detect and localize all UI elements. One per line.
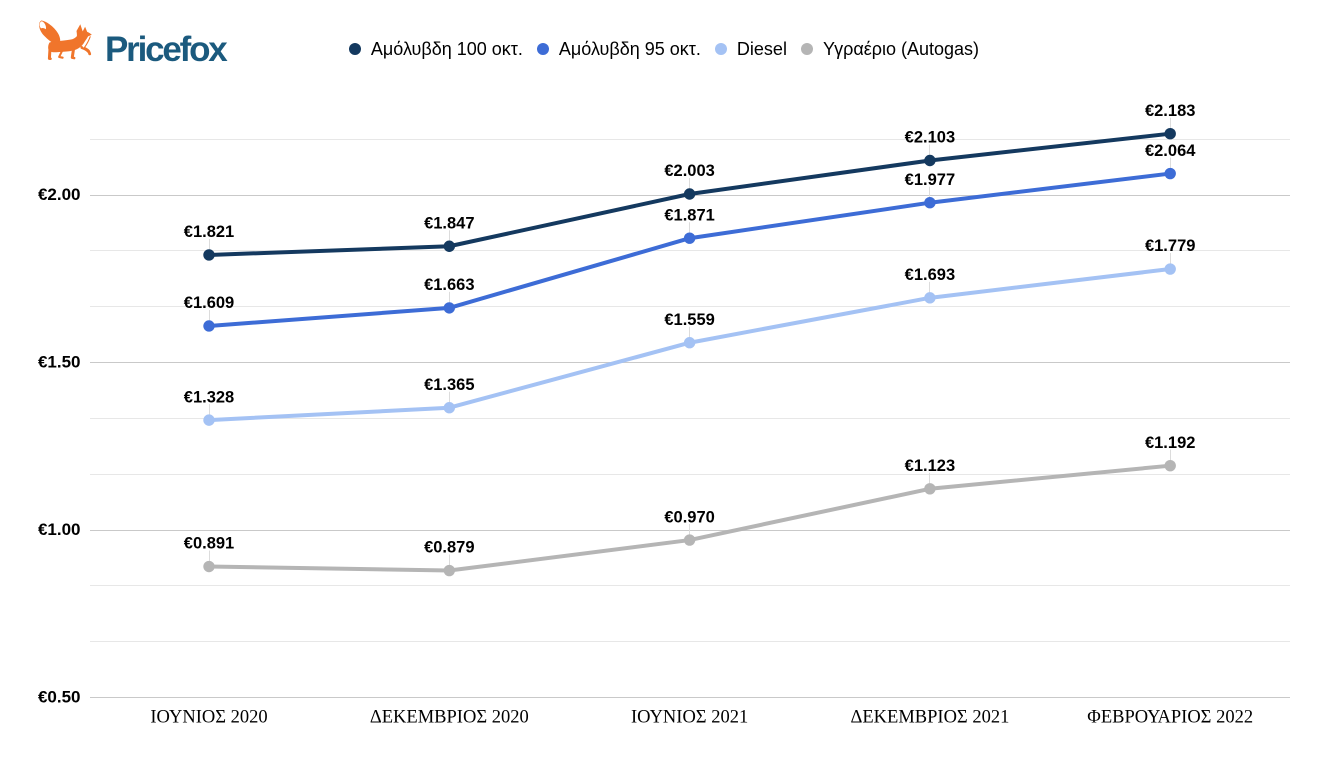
data-point bbox=[924, 154, 936, 167]
fox-icon bbox=[39, 20, 92, 60]
legend-dot bbox=[536, 42, 550, 56]
data-point bbox=[683, 534, 696, 546]
data-point bbox=[443, 240, 455, 252]
data-point-label: €1.328 bbox=[184, 388, 234, 406]
fox-part bbox=[47, 47, 52, 60]
data-point bbox=[1164, 263, 1176, 275]
data-point bbox=[203, 414, 215, 426]
data-point-label: €0.970 bbox=[664, 508, 714, 526]
legend-item: Αμόλυβδη 100 οκτ. bbox=[348, 38, 523, 60]
data-point-label: €0.891 bbox=[184, 535, 234, 553]
fox-part bbox=[70, 48, 75, 59]
data-point bbox=[924, 292, 936, 304]
legend-item: Υγραέριο (Autogas) bbox=[800, 38, 980, 60]
x-axis-label: ΙΟΥΝΙΟΣ 2020 bbox=[150, 708, 267, 728]
legend-dot bbox=[800, 42, 814, 56]
data-point-label: €1.192 bbox=[1145, 434, 1195, 452]
data-point-label: €1.871 bbox=[664, 206, 714, 224]
data-point bbox=[1164, 167, 1176, 180]
legend-label: Υγραέριο (Autogas) bbox=[822, 38, 980, 59]
data-point bbox=[683, 188, 696, 200]
data-point bbox=[924, 483, 936, 495]
fox-part bbox=[58, 50, 63, 58]
legend-label: Αμόλυβδη 95 οκτ. bbox=[558, 38, 701, 59]
data-point bbox=[203, 249, 215, 261]
fox-part bbox=[39, 21, 47, 30]
data-point-label: €1.365 bbox=[424, 376, 474, 394]
legend-dot bbox=[348, 42, 362, 56]
x-axis-label: ΦΕΒΡΟΥΑΡΙΟΣ 2022 bbox=[1087, 708, 1253, 728]
y-axis-label: €0.50 bbox=[38, 687, 81, 706]
y-axis-label: €1.50 bbox=[38, 352, 81, 371]
fox-part bbox=[82, 36, 90, 48]
data-point-label: €1.847 bbox=[424, 214, 474, 232]
data-point-label: €2.064 bbox=[1145, 142, 1196, 160]
data-point-label: €1.977 bbox=[905, 171, 955, 189]
data-point bbox=[1164, 459, 1176, 472]
data-point bbox=[683, 232, 696, 244]
data-point-label: €2.183 bbox=[1145, 102, 1195, 120]
legend-item: Αμόλυβδη 95 οκτ. bbox=[536, 38, 701, 60]
x-axis-label: ΔΕΚΕΜΒΡΙΟΣ 2021 bbox=[850, 708, 1009, 728]
fox-part bbox=[58, 55, 64, 59]
fox-part bbox=[82, 36, 91, 50]
data-point-label: €1.821 bbox=[184, 223, 234, 241]
data-point-label: €1.609 bbox=[184, 294, 234, 312]
x-axis-label: ΔΕΚΕΜΒΡΙΟΣ 2020 bbox=[370, 708, 529, 728]
data-point-label: €2.103 bbox=[905, 129, 955, 147]
data-point-label: €0.879 bbox=[424, 539, 474, 557]
legend-label: Αμόλυβδη 100 οκτ. bbox=[370, 38, 523, 59]
x-axis-label: ΙΟΥΝΙΟΣ 2021 bbox=[631, 708, 748, 728]
data-point-label: €2.003 bbox=[664, 162, 714, 180]
fox-part bbox=[89, 34, 92, 37]
data-point bbox=[203, 560, 215, 573]
data-point bbox=[443, 564, 455, 577]
data-point-label: €1.559 bbox=[664, 311, 714, 329]
data-point bbox=[443, 402, 455, 414]
data-point-label: €1.693 bbox=[905, 266, 955, 284]
data-point bbox=[683, 337, 696, 349]
legend-dot bbox=[714, 42, 728, 56]
data-point-label: €1.779 bbox=[1145, 237, 1195, 255]
logo-text: Pricefox bbox=[105, 30, 228, 69]
chart-legend: Αμόλυβδη 100 οκτ. Αμόλυβδη 95 οκτ. Diesel Υ… bbox=[0, 38, 1328, 60]
data-point bbox=[203, 320, 215, 332]
data-point-label: €1.663 bbox=[424, 276, 474, 294]
legend-item: Diesel bbox=[714, 38, 787, 60]
fox-part bbox=[87, 50, 92, 56]
data-point bbox=[924, 197, 936, 209]
legend-label: Diesel bbox=[736, 38, 787, 59]
fox-part bbox=[48, 24, 92, 53]
y-axis-label: €2.00 bbox=[38, 185, 81, 204]
pricefox-logo: Pricefox bbox=[35, 18, 295, 68]
data-point bbox=[443, 302, 455, 314]
y-axis-label: €1.00 bbox=[38, 520, 81, 539]
data-point-label: €1.123 bbox=[905, 457, 955, 475]
data-point bbox=[1164, 127, 1176, 140]
